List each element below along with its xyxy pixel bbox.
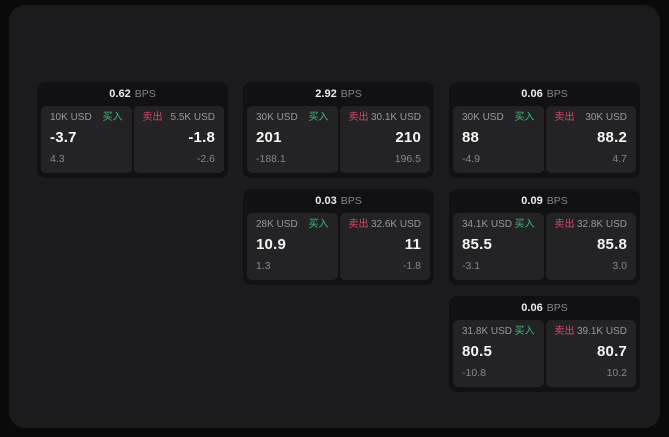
bps-value: 0.03 [315, 195, 337, 207]
bps-spread-header: 0.62 BPS [41, 82, 224, 106]
buy-label: 买入 [102, 112, 123, 123]
bps-value: 0.06 [521, 302, 543, 314]
sell-amount: 32.8K USD [576, 219, 627, 230]
sell-price: 80.7 [597, 342, 627, 360]
sell-label: 卖出 [348, 112, 369, 123]
quote-card: 0.09 BPS 34.1K USD 买入 85.5 -3.1 卖出 32.8K… [449, 189, 640, 285]
quote-card: 0.62 BPS 10K USD 买入 -3.7 4.3 卖出 5.5K USD [37, 82, 228, 178]
buy-tile[interactable]: 31.8K USD 买入 80.5 -10.8 [453, 320, 544, 387]
sell-tile[interactable]: 卖出 32.8K USD 85.8 3.0 [545, 213, 636, 280]
bps-spread-header: 0.06 BPS [453, 82, 636, 106]
buy-label: 买入 [514, 112, 535, 123]
sell-label: 卖出 [554, 219, 575, 230]
buy-amount: 31.8K USD [462, 326, 513, 337]
sell-price: -1.8 [188, 128, 215, 146]
buy-price: 201 [256, 128, 282, 146]
sell-tile[interactable]: 卖出 39.1K USD 80.7 10.2 [545, 320, 636, 387]
buy-price: 10.9 [256, 235, 286, 253]
sell-price: 88.2 [597, 128, 627, 146]
bps-spread-header: 0.09 BPS [453, 189, 636, 213]
sell-price: 11 [404, 235, 421, 253]
buy-tile[interactable]: 30K USD 买入 201 -188.1 [247, 106, 338, 173]
buy-sub-value: 4.3 [50, 153, 65, 166]
buy-tile[interactable]: 34.1K USD 买入 85.5 -3.1 [453, 213, 544, 280]
buy-amount: 30K USD [462, 112, 504, 123]
sell-price: 85.8 [597, 235, 627, 253]
sell-amount: 5.5K USD [170, 112, 215, 123]
sell-sub-value: 196.5 [394, 153, 421, 166]
sell-tile[interactable]: 卖出 5.5K USD -1.8 -2.6 [133, 106, 224, 173]
bps-unit-label: BPS [546, 302, 568, 314]
sell-tile[interactable]: 卖出 30K USD 88.2 4.7 [545, 106, 636, 173]
buy-tile[interactable]: 30K USD 买入 88 -4.9 [453, 106, 544, 173]
bps-unit-label: BPS [340, 195, 362, 207]
buy-tile[interactable]: 28K USD 买入 10.9 1.3 [247, 213, 338, 280]
buy-tile[interactable]: 10K USD 买入 -3.7 4.3 [41, 106, 132, 173]
quote-card: 0.06 BPS 31.8K USD 买入 80.5 -10.8 卖出 39.1… [449, 296, 640, 392]
buy-label: 买入 [308, 112, 329, 123]
buy-label: 买入 [514, 219, 535, 230]
buy-price: 85.5 [462, 235, 492, 253]
bps-value: 0.09 [521, 195, 543, 207]
sell-amount: 39.1K USD [576, 326, 627, 337]
buy-sub-value: 1.3 [256, 260, 271, 273]
bps-value: 0.06 [521, 88, 543, 100]
sell-sub-value: 3.0 [612, 260, 627, 273]
bps-value: 2.92 [315, 88, 337, 100]
bps-spread-header: 2.92 BPS [247, 82, 430, 106]
bps-spread-header: 0.06 BPS [453, 296, 636, 320]
buy-sub-value: -10.8 [462, 367, 486, 380]
sell-tile[interactable]: 卖出 32.6K USD 11 -1.8 [339, 213, 430, 280]
buy-amount: 30K USD [256, 112, 298, 123]
buy-amount: 34.1K USD [462, 219, 513, 230]
quotes-panel: 0.62 BPS 10K USD 买入 -3.7 4.3 卖出 5.5K USD [9, 5, 660, 428]
quote-card: 0.06 BPS 30K USD 买入 88 -4.9 卖出 30K USD [449, 82, 640, 178]
sell-sub-value: -1.8 [402, 260, 421, 273]
bps-unit-label: BPS [134, 88, 156, 100]
buy-label: 买入 [308, 219, 329, 230]
buy-price: 80.5 [462, 342, 492, 360]
sell-amount: 30K USD [585, 112, 627, 123]
sell-sub-value: 10.2 [606, 367, 627, 380]
buy-sub-value: -188.1 [256, 153, 286, 166]
sell-label: 卖出 [554, 112, 575, 123]
quote-card: 0.03 BPS 28K USD 买入 10.9 1.3 卖出 32.6K US… [243, 189, 434, 285]
sell-label: 卖出 [142, 112, 163, 123]
sell-amount: 30.1K USD [370, 112, 421, 123]
sell-sub-value: 4.7 [612, 153, 627, 166]
buy-label: 买入 [514, 326, 535, 337]
sell-label: 卖出 [348, 219, 369, 230]
sell-sub-value: -2.6 [196, 153, 215, 166]
buy-amount: 28K USD [256, 219, 298, 230]
bps-unit-label: BPS [546, 195, 568, 207]
sell-label: 卖出 [554, 326, 575, 337]
bps-unit-label: BPS [546, 88, 568, 100]
quote-card: 2.92 BPS 30K USD 买入 201 -188.1 卖出 30.1K … [243, 82, 434, 178]
quote-card-grid: 0.62 BPS 10K USD 买入 -3.7 4.3 卖出 5.5K USD [37, 82, 640, 392]
buy-price: -3.7 [50, 128, 77, 146]
buy-price: 88 [462, 128, 480, 146]
buy-sub-value: -4.9 [462, 153, 481, 166]
bps-spread-header: 0.03 BPS [247, 189, 430, 213]
sell-amount: 32.6K USD [370, 219, 421, 230]
buy-amount: 10K USD [50, 112, 92, 123]
bps-unit-label: BPS [340, 88, 362, 100]
sell-price: 210 [395, 128, 421, 146]
buy-sub-value: -3.1 [462, 260, 481, 273]
bps-value: 0.62 [109, 88, 131, 100]
sell-tile[interactable]: 卖出 30.1K USD 210 196.5 [339, 106, 430, 173]
